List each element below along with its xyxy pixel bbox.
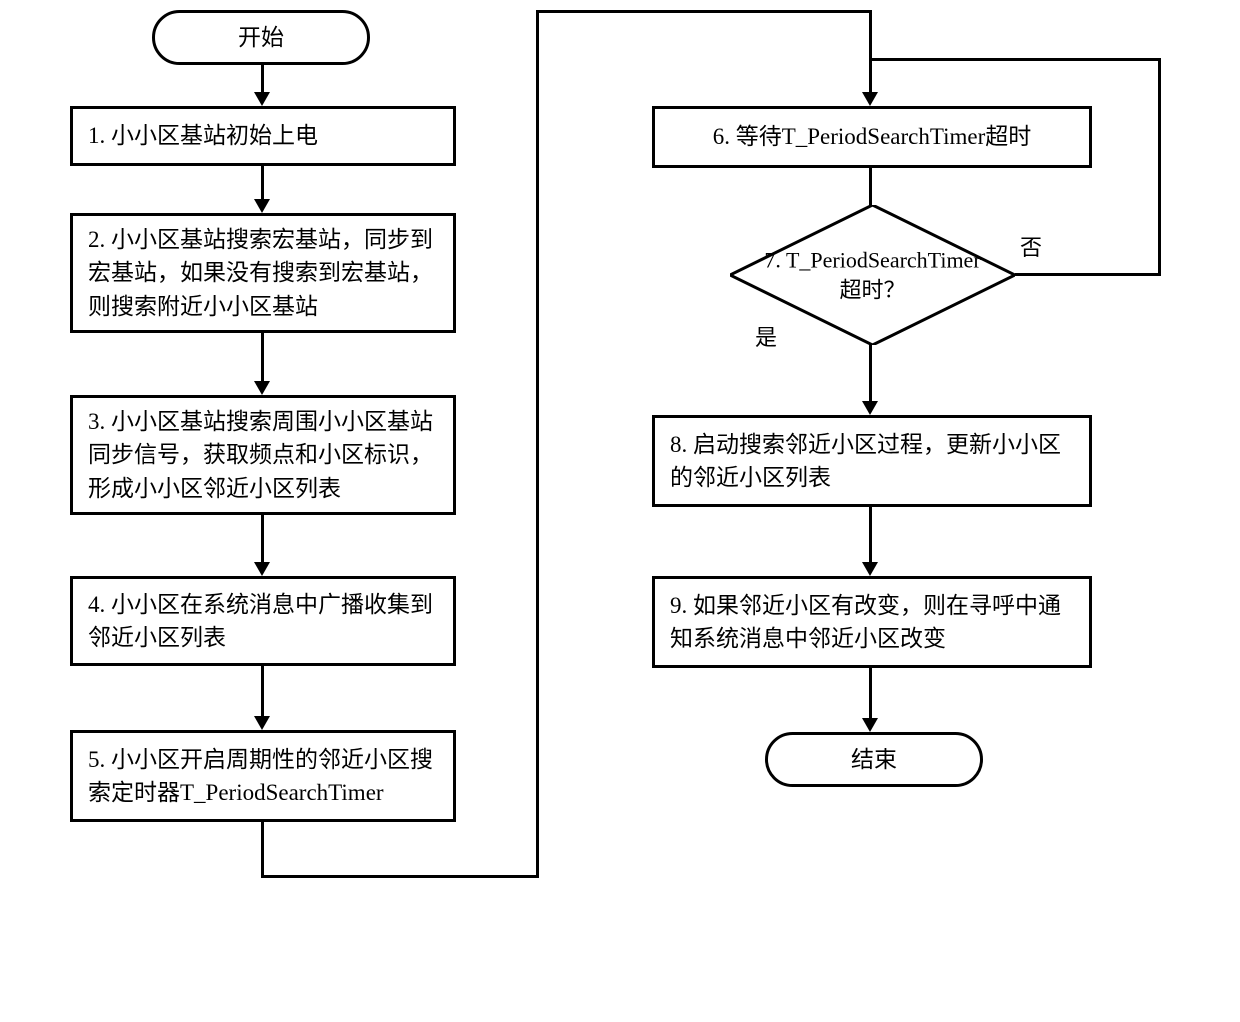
arrowhead [254,199,270,213]
edge-n3-n4 [261,515,264,562]
node-1-label: 1. 小小区基站初始上电 [88,119,318,152]
node-9-label: 9. 如果邻近小区有改变，则在寻呼中通知系统消息中邻近小区改变 [670,589,1074,656]
edge-n7-no-seg1 [1015,273,1160,276]
arrowhead [862,562,878,576]
node-5: 5. 小小区开启周期性的邻近小区搜索定时器T_PeriodSearchTimer [70,730,456,822]
arrowhead [254,92,270,106]
edge-n9-end [869,668,872,718]
edge-n7-no-seg2 [1158,58,1161,276]
arrowhead [254,381,270,395]
node-3: 3. 小小区基站搜索周围小小区基站同步信号，获取频点和小区标识，形成小小区邻近小… [70,395,456,515]
end-node: 结束 [765,732,983,787]
end-label: 结束 [851,743,897,776]
node-8: 8. 启动搜索邻近小区过程，更新小小区的邻近小区列表 [652,415,1092,507]
node-6: 6. 等待T_PeriodSearchTimer超时 [652,106,1092,168]
node-7-line1: 7. T_PeriodSearchTimer [764,247,980,272]
edge-n5-n6-seg5 [869,10,872,92]
edge-n5-n6-seg3 [536,10,539,878]
edge-n7-no-seg3 [871,58,1161,61]
node-7-line2: 超时？ [839,277,905,302]
no-label: 否 [1020,230,1042,262]
arrowhead [862,401,878,415]
edge-n6-n7 [869,168,872,206]
node-5-label: 5. 小小区开启周期性的邻近小区搜索定时器T_PeriodSearchTimer [88,743,438,810]
start-label: 开始 [238,21,284,54]
edge-n5-n6-seg1 [261,822,264,877]
node-6-label: 6. 等待T_PeriodSearchTimer超时 [713,120,1032,153]
arrowhead [254,716,270,730]
node-8-label: 8. 启动搜索邻近小区过程，更新小小区的邻近小区列表 [670,428,1074,495]
edge-n5-n6-seg2 [261,875,536,878]
edge-n5-n6-seg4 [536,10,871,13]
arrowhead [862,92,878,106]
edge-n4-n5 [261,666,264,716]
node-1: 1. 小小区基站初始上电 [70,106,456,166]
flowchart-container: 开始 1. 小小区基站初始上电 2. 小小区基站搜索宏基站，同步到宏基站，如果没… [0,0,1240,1022]
edge-n2-n3 [261,333,264,381]
node-4-label: 4. 小小区在系统消息中广播收集到邻近小区列表 [88,588,438,655]
yes-label: 是 [755,320,777,352]
node-3-label: 3. 小小区基站搜索周围小小区基站同步信号，获取频点和小区标识，形成小小区邻近小… [88,405,438,505]
edge-start-n1 [261,65,264,93]
node-9: 9. 如果邻近小区有改变，则在寻呼中通知系统消息中邻近小区改变 [652,576,1092,668]
edge-n8-n9 [869,507,872,562]
node-2-label: 2. 小小区基站搜索宏基站，同步到宏基站，如果没有搜索到宏基站，则搜索附近小小区… [88,223,438,323]
node-2: 2. 小小区基站搜索宏基站，同步到宏基站，如果没有搜索到宏基站，则搜索附近小小区… [70,213,456,333]
edge-n7-n8 [869,345,872,401]
edge-n1-n2 [261,166,264,199]
arrowhead [862,718,878,732]
node-4: 4. 小小区在系统消息中广播收集到邻近小区列表 [70,576,456,666]
arrowhead [254,562,270,576]
start-node: 开始 [152,10,370,65]
node-7-text: 7. T_PeriodSearchTimer 超时？ [764,245,980,304]
